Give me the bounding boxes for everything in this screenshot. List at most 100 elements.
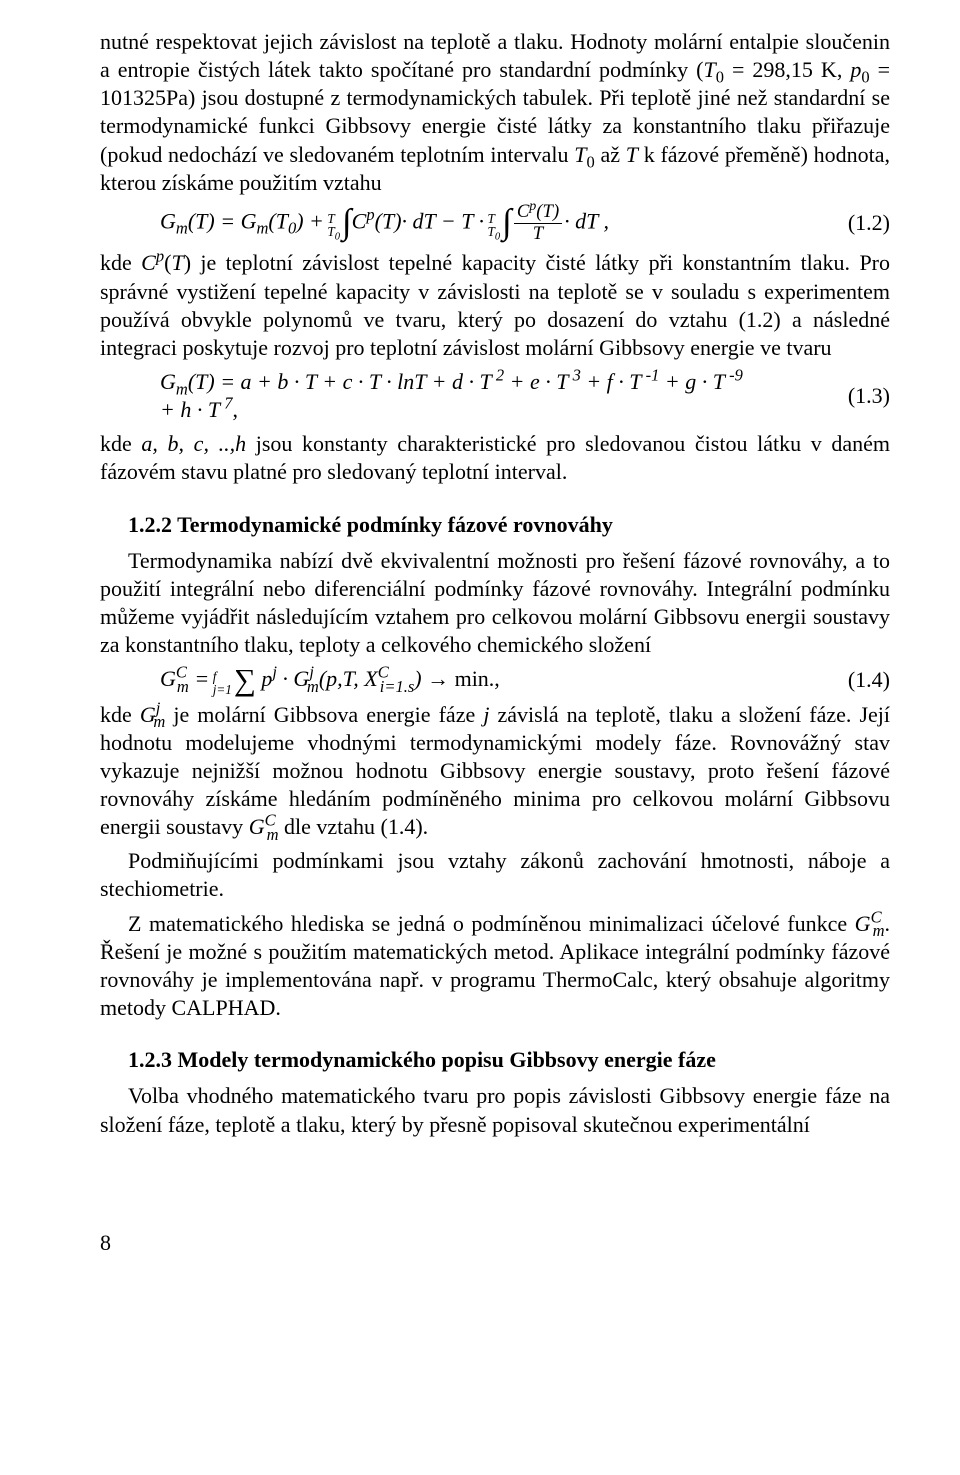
Gm1: G (160, 208, 176, 233)
Gm2: G (241, 208, 257, 233)
Cp-sym: C (141, 250, 156, 275)
int2-lim: TT0 (488, 212, 501, 238)
mT: − T · (435, 208, 489, 233)
plus-h: + h · T (160, 397, 220, 422)
int1-sign: ∫ (342, 202, 352, 241)
GmC3: GCm (855, 911, 885, 936)
eq13-main: (T) = a + b · T + c · T · lnT + d · T (188, 369, 492, 394)
p1b-text: = 298,15 K, (724, 57, 850, 82)
Gm4: G (160, 666, 176, 691)
comma2: , (232, 397, 238, 422)
int2-sign: ∫ (502, 202, 512, 241)
T2: T (276, 208, 288, 233)
frac1: Cp(T)T (514, 203, 562, 243)
cp1: ) (207, 208, 214, 233)
int1-lim: TT0 (327, 212, 340, 238)
frac1-num: Cp(T) (514, 203, 562, 224)
p3a-text: kde (100, 431, 141, 456)
plus-f: + f · T (581, 369, 642, 394)
eq4: = (189, 666, 215, 691)
T2z: 0 (288, 219, 296, 238)
paragraph-4: Termodynamika nabízí dvě ekvivalentní mo… (100, 547, 890, 660)
int2-loz: 0 (495, 232, 500, 243)
eq14-number: (1.4) (820, 666, 890, 694)
exp2: 2 (492, 366, 504, 385)
Gm3: G (160, 369, 176, 394)
pj: p (261, 666, 272, 691)
equation-1-4: GCm = fj=1∑ pj · Gjm(p,T, XCi=1.s) → min… (100, 665, 890, 694)
cp3: ) (394, 208, 401, 233)
T0-sym: T (704, 57, 716, 82)
p5a-text: kde (100, 702, 140, 727)
T-sym: T (626, 142, 638, 167)
T4: T (543, 201, 553, 222)
GmC2G: G (249, 814, 265, 839)
Gm2m: m (256, 219, 268, 238)
pl1: + (304, 208, 330, 233)
Gmj2: Gjm (140, 702, 165, 727)
paragraph-5: kde Gjm je molární Gibbsova energie fáze… (100, 701, 890, 842)
eq14-body: GCm = fj=1∑ pj · Gjm(p,T, XCi=1.s) → min… (100, 665, 820, 694)
eq13-number: (1.3) (820, 382, 890, 410)
Cp2: C (517, 201, 529, 222)
T0b-sym: T (574, 142, 586, 167)
frac1-den: T (514, 224, 562, 244)
int1-lo: T0 (327, 225, 340, 238)
paragraph-6: Podmiňujícími podmínkami jsou vztahy zák… (100, 847, 890, 903)
eq12-body: Gm(T) = Gm(T0) + TT0∫Cp(T)· dT − T · TT0… (100, 203, 820, 243)
arrow: → (422, 666, 455, 691)
plus-e: + e · T (504, 369, 568, 394)
paragraph-8: Volba vhodného matematického tvaru pro p… (100, 1082, 890, 1138)
dT2: dT (570, 208, 598, 233)
cp4: ) (553, 201, 559, 222)
dT1: dT (407, 208, 435, 233)
paragraph-2: kde Cp(T) je teplotní závislost tepelné … (100, 249, 890, 362)
cp6: ) (414, 666, 421, 691)
T5: T (171, 250, 183, 275)
pj-j: j (272, 663, 277, 682)
page-number: 8 (100, 1229, 890, 1257)
heading-1-2-2: 1.2.2 Termodynamické podmínky fázové rov… (100, 511, 890, 539)
paragraph-3: kde a, b, c, ..,h jsou konstanty charakt… (100, 430, 890, 486)
GmC3m: m (873, 921, 885, 940)
p5d-text: dle vztahu (1.4). (279, 814, 429, 839)
expm9: -9 (725, 366, 743, 385)
Cp1p: p (366, 205, 374, 224)
sum-lim: fj=1 (213, 670, 232, 696)
exp3: 3 (568, 366, 580, 385)
op3: ( (375, 208, 382, 233)
GmC2m: m (267, 825, 279, 844)
Gm1m: m (176, 219, 188, 238)
eq12-number: (1.2) (820, 209, 890, 237)
Xi1s: i=1.s (380, 677, 415, 696)
heading-1-2-3: 1.2.3 Modely termodynamického popisu Gib… (100, 1046, 890, 1074)
comma1: , (598, 208, 609, 233)
T1: T (195, 208, 207, 233)
plus-g: + g · T (659, 369, 725, 394)
p2b-text: ) je teplotní závislost tepelné kapacity… (100, 250, 890, 359)
exp7: 7 (220, 394, 232, 413)
eq13-Gm: Gm (160, 369, 188, 394)
X: X (364, 666, 377, 691)
paragraph-1: nutné respektovat jejich závislost na te… (100, 28, 890, 197)
Cp-p: p (156, 247, 164, 266)
op2: ( (268, 208, 275, 233)
equation-1-3: Gm(T) = a + b · T + c · T · lnT + d · T … (100, 368, 890, 424)
Gmj-m: m (307, 677, 319, 696)
T0-zero: 0 (716, 68, 724, 87)
Gm4m: m (177, 677, 189, 696)
p7a-text: Z matematického hlediska se jedná o podm… (128, 911, 855, 936)
Cp1: C (352, 208, 367, 233)
ptx: p,T, (326, 666, 364, 691)
paragraph-7: Z matematického hlediska se jedná o podm… (100, 910, 890, 1023)
T0b-zero: 0 (587, 152, 595, 171)
p0-sym: p (850, 57, 861, 82)
p5b-text: je molární Gibbsova energie fáze (165, 702, 483, 727)
cp2: ) (296, 208, 303, 233)
abc-sym: a, b, c, ..,h (141, 431, 246, 456)
GmC3G: G (855, 911, 871, 936)
Gm3m: m (176, 379, 188, 398)
expm1: -1 (642, 366, 660, 385)
eq1: = (215, 208, 241, 233)
GmC2: GCm (249, 814, 279, 839)
